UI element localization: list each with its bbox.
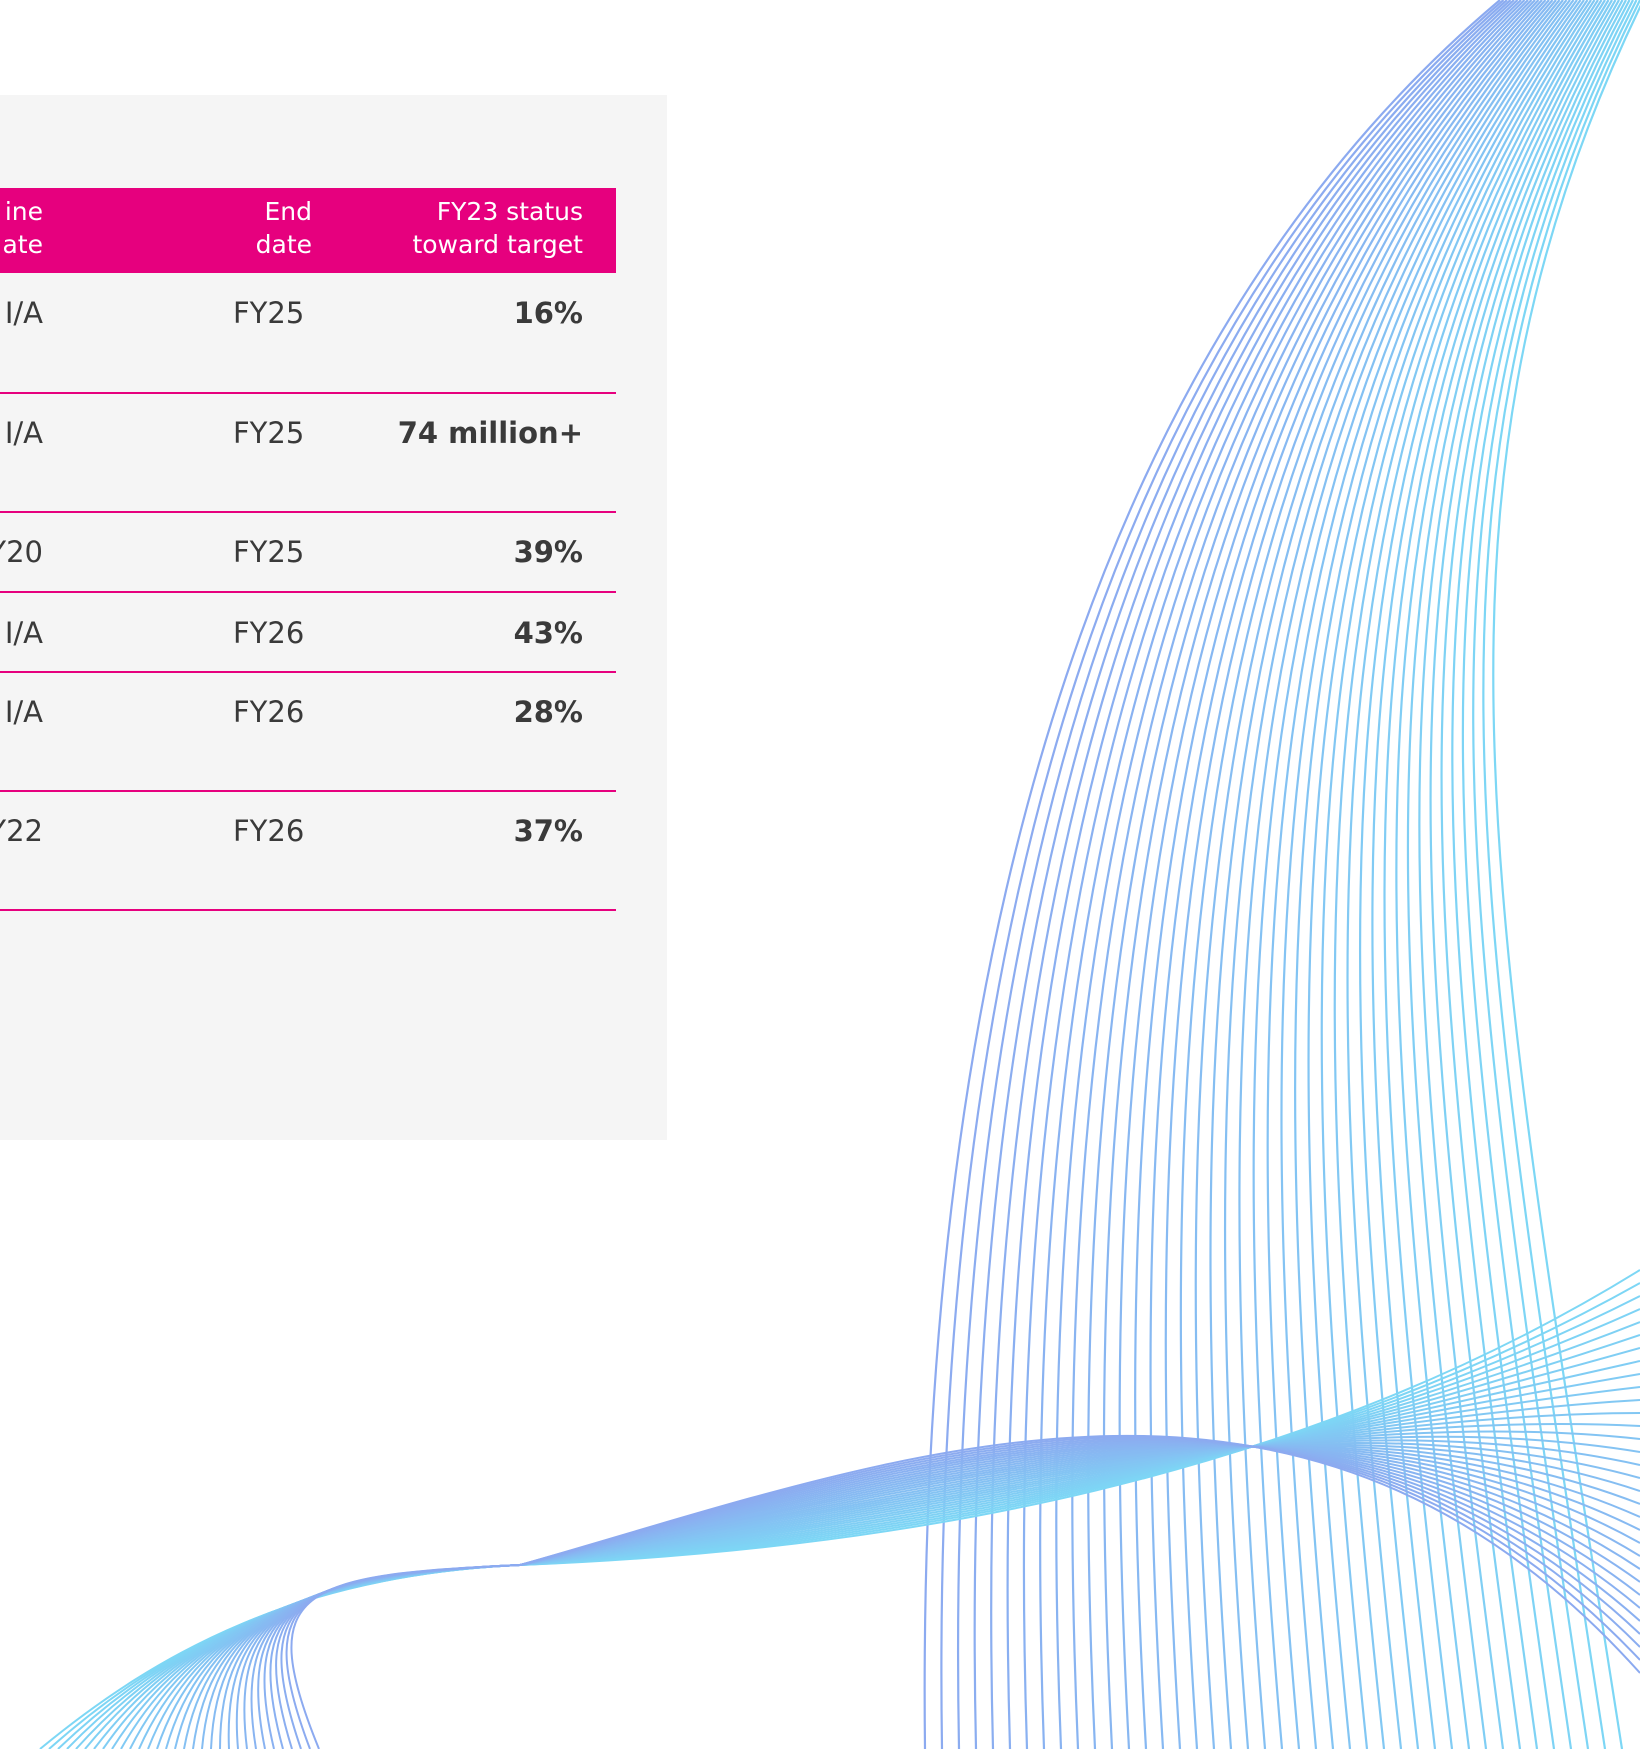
wave-line [1164, 0, 1554, 1749]
header-label: ine [4, 197, 43, 226]
cell: FY25 [233, 416, 305, 450]
wave-line [1333, 0, 1596, 1749]
cell: FY25 [233, 535, 305, 569]
wave-line [183, 1441, 1640, 1749]
wave-line [1492, 4, 1640, 1749]
cell: I/A [4, 416, 43, 450]
status-value: 39% [513, 535, 583, 569]
wave-line [1307, 0, 1589, 1749]
wave-line [1440, 0, 1627, 1749]
wave-line [1087, 0, 1536, 1749]
wave-line [1429, 0, 1624, 1749]
cell: FY26 [233, 695, 305, 729]
header-label: FY23 status [436, 197, 583, 226]
wave-line [1006, 0, 1519, 1749]
wave-line [1482, 0, 1640, 1749]
wave-line [269, 1440, 1640, 1749]
wave-line [201, 1444, 1640, 1749]
wave-line [250, 1443, 1640, 1749]
wave-line [1346, 0, 1599, 1749]
wave-line [1472, 0, 1638, 1749]
wave-line [1383, 0, 1610, 1749]
status-value: 74 million+ [397, 416, 583, 450]
wave-line [93, 1347, 1640, 1749]
cell: Y22 [0, 814, 43, 848]
wave-line [285, 1436, 1640, 1749]
row-divider [0, 511, 616, 513]
status-value: 43% [513, 616, 583, 650]
wave-line [1071, 0, 1533, 1749]
wave-line [1320, 0, 1592, 1749]
wave-line [1194, 0, 1561, 1749]
wave-line [210, 1445, 1640, 1749]
wave-line [227, 1445, 1640, 1749]
header-label: toward target [412, 230, 583, 259]
row-divider [0, 790, 616, 792]
cell: FY25 [233, 296, 305, 330]
wave-line [1280, 0, 1582, 1749]
wave-line [138, 1412, 1640, 1749]
wave-line [174, 1439, 1640, 1749]
wave-line [1406, 0, 1617, 1749]
status-value: 37% [513, 814, 583, 848]
wave-line [940, 0, 1505, 1749]
wave-line [1223, 0, 1568, 1749]
wave-line [66, 1308, 1640, 1749]
wave-line [263, 1441, 1640, 1749]
wave-line [275, 1439, 1640, 1749]
wave-line [1102, 0, 1540, 1749]
wave-line [1371, 0, 1606, 1749]
wave-line [219, 1445, 1640, 1749]
wave-line [1294, 0, 1585, 1749]
wave-line [165, 1435, 1640, 1749]
wave-line [1461, 0, 1634, 1749]
wave-line [1134, 0, 1547, 1749]
wave-line [1358, 0, 1603, 1749]
wave-line [973, 0, 1512, 1749]
cell: FY26 [233, 616, 305, 650]
wave-line [1179, 0, 1557, 1749]
cell: I/A [4, 616, 43, 650]
wave-line [1039, 0, 1526, 1749]
cell: I/A [4, 695, 43, 729]
wave-line [147, 1423, 1640, 1749]
wave-line [1395, 0, 1613, 1749]
wave-line [102, 1360, 1640, 1749]
wave-line [1022, 0, 1522, 1749]
header-label: date [255, 230, 312, 259]
wave-line [1149, 0, 1550, 1749]
wave-line [956, 0, 1508, 1749]
wave-line [1238, 0, 1571, 1749]
wave-line [1209, 0, 1564, 1749]
status-value: 28% [513, 695, 583, 729]
table-header [0, 188, 616, 273]
wave-line [990, 0, 1515, 1749]
wave-line [257, 1442, 1640, 1749]
wave-line [235, 1444, 1640, 1749]
wave-line [1252, 0, 1575, 1749]
wave-line [290, 1434, 1640, 1749]
row-divider [0, 671, 616, 673]
cell: I/A [4, 296, 43, 330]
row-divider [0, 591, 616, 593]
wave-line [243, 1444, 1640, 1749]
status-value: 16% [513, 296, 583, 330]
wave-line [923, 0, 1501, 1749]
wave-line [1418, 0, 1620, 1749]
wave-line [192, 1443, 1640, 1749]
header-label: ate [2, 230, 43, 259]
wave-line [1118, 0, 1543, 1749]
row-divider [0, 392, 616, 394]
wave-line [280, 1437, 1640, 1749]
wave-line [129, 1399, 1640, 1749]
row-divider [0, 909, 616, 911]
cell: Y20 [0, 535, 43, 569]
wave-line [156, 1430, 1640, 1749]
wave-line [1266, 0, 1578, 1749]
wave-line [1055, 0, 1529, 1749]
header-label: End [264, 197, 312, 226]
cell: FY26 [233, 814, 305, 848]
